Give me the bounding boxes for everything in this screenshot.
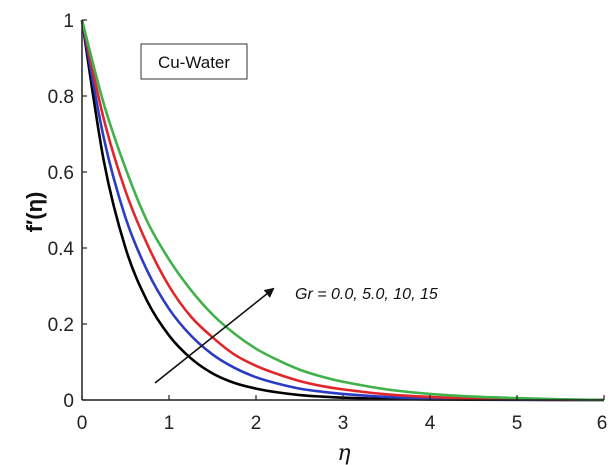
y-tick-group: 0 0.2 0.4 0.6 0.8 1 (48, 11, 87, 412)
y-tick-label: 0.4 (48, 239, 75, 260)
x-axis-label: η (337, 441, 350, 465)
y-tick-label: 0 (63, 391, 74, 412)
y-tick-label: 0.8 (48, 87, 74, 108)
y-axis-label: f′(η) (22, 192, 47, 233)
y-tick-label: 0.6 (48, 163, 74, 184)
legend-label: Cu-Water (158, 53, 230, 72)
annotation-arrow (154, 287, 275, 384)
x-tick-label: 2 (251, 413, 262, 434)
series-line-3 (80, 19, 605, 402)
x-tick-label: 6 (597, 413, 608, 434)
x-tick-label: 3 (338, 413, 349, 434)
series-line-4 (80, 19, 605, 402)
x-tick-group: 0 1 2 3 4 5 6 (77, 395, 608, 434)
y-tick-label: 0.2 (48, 315, 74, 336)
legend-box (140, 43, 248, 80)
y-tick-label: 1 (63, 11, 74, 32)
x-tick-label: 5 (512, 413, 523, 434)
annotation-text: Gr = 0.0, 5.0, 10, 15 (295, 286, 438, 303)
x-tick-label: 1 (164, 413, 175, 434)
x-tick-label: 4 (425, 413, 436, 434)
x-tick-label: 0 (77, 413, 88, 434)
